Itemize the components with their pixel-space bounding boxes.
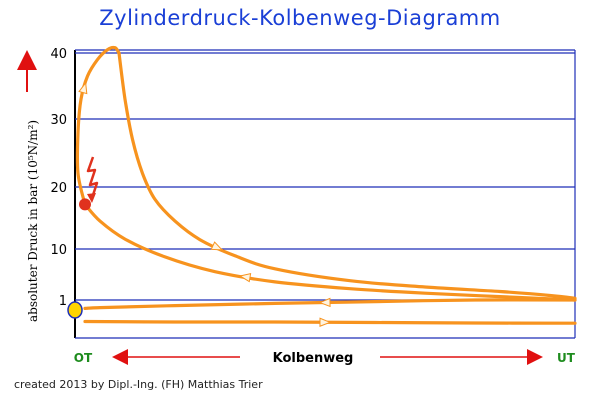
- ignition-point: [79, 198, 91, 211]
- curve-compression: [83, 202, 577, 302]
- x-tick-label-ut: UT: [557, 351, 576, 365]
- direction-arrow-expansion: [210, 241, 224, 251]
- curve-combustion: [75, 45, 121, 206]
- y-tick-label-1: 1: [59, 294, 67, 309]
- credit-line: created 2013 by Dipl.-Ing. (FH) Matthias…: [14, 378, 263, 391]
- curve-expansion: [117, 51, 577, 300]
- y-tick-label-30: 30: [50, 113, 67, 128]
- y-tick-label-40: 40: [50, 47, 67, 62]
- y-axis-label: absoluter Druck in bar (10⁵N/m²): [26, 120, 40, 322]
- tdc-marker: [67, 301, 83, 319]
- y-tick-label-10: 10: [50, 243, 67, 258]
- direction-arrow-exhaust: [318, 297, 331, 308]
- chart-title: Zylinderdruck-Kolbenweg-Diagramm: [99, 6, 501, 30]
- x-axis-label: Kolbenweg: [273, 351, 354, 366]
- direction-arrow-combustion: [78, 81, 88, 95]
- x-tick-label-ot: OT: [74, 351, 93, 365]
- direction-arrow-compression: [238, 273, 252, 283]
- curve-exhaust: [83, 298, 577, 310]
- y-tick-label-20: 20: [50, 181, 67, 196]
- spark-arrowhead: [87, 193, 96, 203]
- direction-arrow-intake: [319, 317, 332, 328]
- ignition-spark-icon: [86, 156, 99, 199]
